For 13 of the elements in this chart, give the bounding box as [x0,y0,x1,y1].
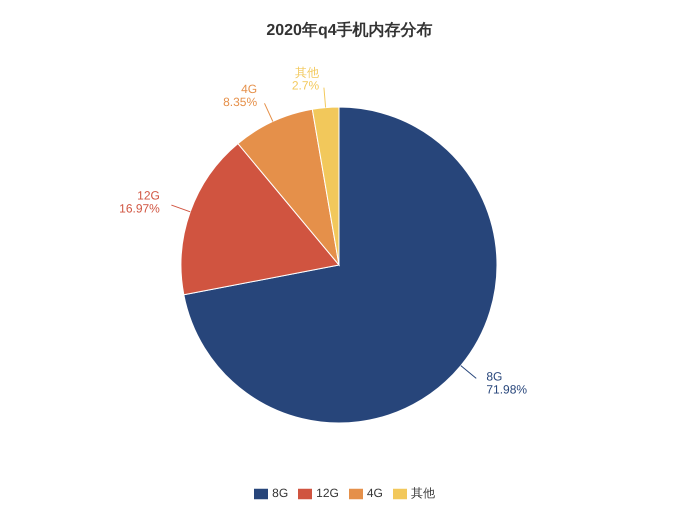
slice-label: 12G [137,188,160,202]
chart-title: 2020年q4手机内存分布 [265,20,434,41]
slice-label: 8G [486,369,502,384]
legend-label: 其他 [410,486,435,500]
legend-label: 12G [316,486,339,500]
data-label: 8.35% [223,95,258,110]
legend-label: 4G [366,486,383,500]
data-label: 71.98% [486,382,528,396]
slice-label: 4G [241,82,258,96]
data-label: 2.7% [292,78,320,93]
slice-label: 其他 [295,66,320,80]
data-label: 16.97% [119,201,160,216]
legend-label: 8G [272,486,288,500]
